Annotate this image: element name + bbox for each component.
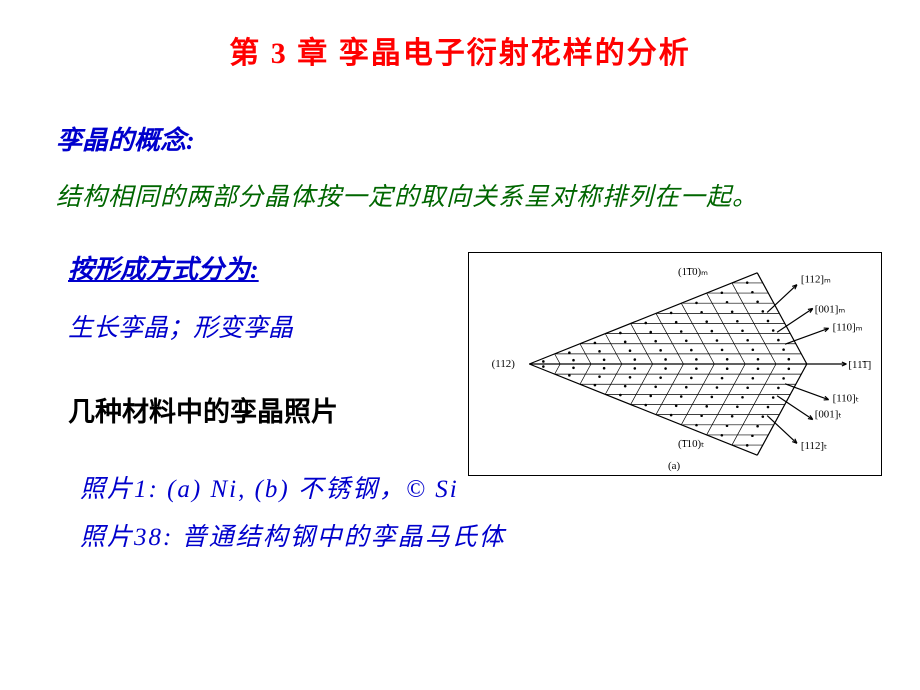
label-top-112: [112]ₘ — [801, 274, 831, 286]
label-bottom-plane: (͞110)ₜ — [678, 438, 704, 450]
photo-line-2: 照片38: 普通结构钢中的孪晶马氏体 — [80, 517, 920, 553]
chapter-title: 第 3 章 孪晶电子衍射花样的分析 — [0, 0, 920, 72]
label-right-11bar1: [11͞1] — [848, 359, 871, 371]
concept-definition: 结构相同的两部分晶体按一定的取向关系呈对称排列在一起。 — [56, 177, 920, 213]
label-bot-110: [110]ₜ — [833, 393, 859, 405]
label-bot-112: [112]ₜ — [801, 440, 827, 452]
label-top-110: [110]ₘ — [833, 321, 863, 333]
diagram-svg: (1͞10)ₘ (͞110)ₜ (112) [112]ₘ [001]ₘ [110… — [469, 253, 881, 475]
diagram-caption: (a) — [668, 460, 680, 472]
label-bot-001: [001]ₜ — [815, 409, 842, 421]
label-top-001: [001]ₘ — [815, 303, 846, 315]
label-top-plane: (1͞10)ₘ — [678, 266, 708, 278]
label-left-plane: (112) — [492, 358, 516, 370]
concept-label: 孪晶的概念: — [56, 120, 920, 157]
twin-crystal-diagram: (1͞10)ₘ (͞110)ₜ (112) [112]ₘ [001]ₘ [110… — [468, 252, 882, 476]
